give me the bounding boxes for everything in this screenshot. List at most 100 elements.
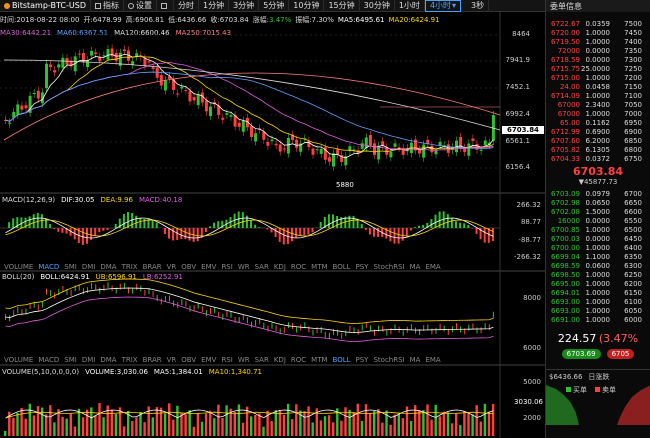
order-book-row[interactable]: 6698.59 0.0600 6300 [546,261,650,270]
indicator-tab[interactable]: ROC [290,356,307,364]
order-book-row[interactable]: 6700.03 0.0000 6450 [546,234,650,243]
volume-bar [299,410,302,436]
indicator-tab[interactable]: VR [166,356,177,364]
indicator-tab[interactable]: PSY [355,356,369,364]
sell-price-button[interactable]: 6705 [606,349,635,359]
order-book-row[interactable]: 65.00 0.1162 6950 [546,118,650,127]
order-book-row[interactable]: 6695.00 1.0000 6200 [546,279,650,288]
indicator-tab[interactable]: VOLUME [4,263,34,271]
indicator-tab[interactable]: EMA [425,356,441,364]
indicator-tab[interactable]: DMI [81,263,96,271]
order-book-row[interactable]: 6714.09 1.0000 7100 [546,91,650,100]
order-book-row[interactable]: 6694.01 1.0000 6150 [546,288,650,297]
indicator-tab[interactable]: VOLUME [4,356,34,364]
indicator-tab[interactable]: VR [166,263,177,271]
buy-price-button[interactable]: 6703.69 [561,349,601,359]
tab-4hour[interactable]: 4小时 ▾ [424,0,462,12]
indicator-tab[interactable]: BOLL [332,263,351,271]
macd-bar [90,228,93,240]
macd-bar [266,228,269,230]
order-book-row[interactable]: 6712.99 0.6900 6900 [546,127,650,136]
order-book-row[interactable]: 24.00 0.0458 7150 [546,82,650,91]
order-book-row[interactable]: 6691.00 1.0000 6000 [546,315,650,324]
indicator-tab[interactable]: DMI [81,356,96,364]
order-book-row[interactable]: 67000 2.3400 7050 [546,100,650,109]
indicator-tab[interactable]: StochRSI [373,263,405,271]
volume-bar [282,414,286,436]
indicator-tab[interactable]: TRIX [121,263,138,271]
indicator-button[interactable]: 指标 [91,0,124,12]
indicator-tab[interactable]: MACD [38,263,60,271]
order-book-row[interactable]: 6718.59 0.0000 7300 [546,55,650,64]
order-book-row[interactable]: 6715.75 25.0000 7250 [546,64,650,73]
order-cumulative: 7150 [624,82,642,91]
tab-10min[interactable]: 10分钟 [289,0,325,12]
indicator-tab[interactable]: TRIX [121,356,138,364]
fullscreen-button[interactable] [157,0,174,12]
indicator-tab[interactable]: BRAR [142,263,162,271]
indicator-tab[interactable]: WR [237,263,250,271]
symbol-selector[interactable]: Bitstamp-BTC-USD [0,0,91,12]
order-book-row[interactable]: 6699.04 1.1000 6350 [546,252,650,261]
order-book-row[interactable]: 6700.85 1.0000 6500 [546,225,650,234]
indicator-tab[interactable]: MA [409,356,421,364]
order-book-row[interactable]: 6722.67 0.0359 7500 [546,19,650,28]
order-book-row[interactable]: 6719.50 1.0000 7400 [546,37,650,46]
indicator-tab[interactable]: MACD [38,356,60,364]
order-book-row[interactable]: 6720.00 1.0000 7450 [546,28,650,37]
indicator-tab[interactable]: MA [409,263,421,271]
tab-5min[interactable]: 5分钟 [259,0,290,12]
order-book-title[interactable]: 委单信息 [550,1,582,11]
indicator-tab[interactable]: KDJ [273,356,286,364]
tab-3min[interactable]: 3分钟 [229,0,260,12]
order-book-row[interactable]: 6693.00 1.0000 6050 [546,306,650,315]
tab-15min[interactable]: 15分钟 [324,0,360,12]
indicator-tab[interactable]: MTM [311,356,328,364]
order-book-row[interactable]: 6700.00 1.0000 6400 [546,243,650,252]
refresh-interval[interactable]: 3秒 [467,0,490,12]
daily-change-tab[interactable]: 日涨跌 [588,373,610,381]
order-book-row[interactable]: 16000 0.0000 6550 [546,216,650,225]
tab-1hour[interactable]: 1小时 [395,0,425,12]
indicator-tab[interactable]: DMA [100,263,117,271]
indicator-tab[interactable]: ROC [290,263,307,271]
indicator-tab[interactable]: SMI [64,263,77,271]
indicator-tab[interactable]: SMI [64,356,77,364]
order-price: 6715.00 [551,73,580,82]
indicator-tab[interactable]: BOLL [332,356,351,364]
indicator-tab[interactable]: EMV [201,263,217,271]
indicator-tab[interactable]: EMA [425,263,441,271]
indicator-tab[interactable]: WR [237,356,250,364]
order-book-row[interactable]: 6693.00 1.0000 6100 [546,297,650,306]
indicator-tab[interactable]: KDJ [273,263,286,271]
indicator-tab[interactable]: OBV [181,263,197,271]
order-book-row[interactable]: 67000 1.0000 7000 [546,109,650,118]
tab-1min[interactable]: 1分钟 [199,0,230,12]
indicator-tab[interactable]: BRAR [142,356,162,364]
tab-timeshare[interactable]: 分时 [174,0,199,12]
order-book-row[interactable]: 6702.98 0.0650 6650 [546,198,650,207]
indicator-tab[interactable]: RSI [221,263,233,271]
indicator-tab[interactable]: SAR [254,356,269,364]
indicator-tab[interactable]: PSY [355,263,369,271]
indicator-tab[interactable]: EMV [201,356,217,364]
tab-30min[interactable]: 30分钟 [360,0,395,12]
order-book-row[interactable]: 6715.00 1.0000 7200 [546,73,650,82]
volume-ma5-line [5,409,494,419]
order-book-row[interactable]: 6707.60 6.2000 6850 [546,136,650,145]
order-book-row[interactable]: 6704.33 0.0372 6750 [546,154,650,163]
order-book-row[interactable]: 72000 0.0000 7350 [546,46,650,55]
order-book-row[interactable]: 6705.82 6.1305 6800 [546,145,650,154]
indicator-tab[interactable]: RSI [221,356,233,364]
indicator-tab[interactable]: SAR [254,263,269,271]
order-book-row[interactable]: 6698.50 1.0000 6250 [546,270,650,279]
indicator-tab[interactable]: MTM [311,263,328,271]
order-book-row[interactable]: 6703.09 0.0979 6700 [546,189,650,198]
chart-canvas[interactable] [0,0,545,438]
settings-button[interactable]: 设置 [124,0,157,12]
indicator-tab[interactable]: OBV [181,356,197,364]
order-book-row[interactable]: 6702.08 1.5000 6600 [546,207,650,216]
indicator-tab[interactable]: DMA [100,356,117,364]
indicator-tab[interactable]: StochRSI [373,356,405,364]
candle [311,148,315,155]
